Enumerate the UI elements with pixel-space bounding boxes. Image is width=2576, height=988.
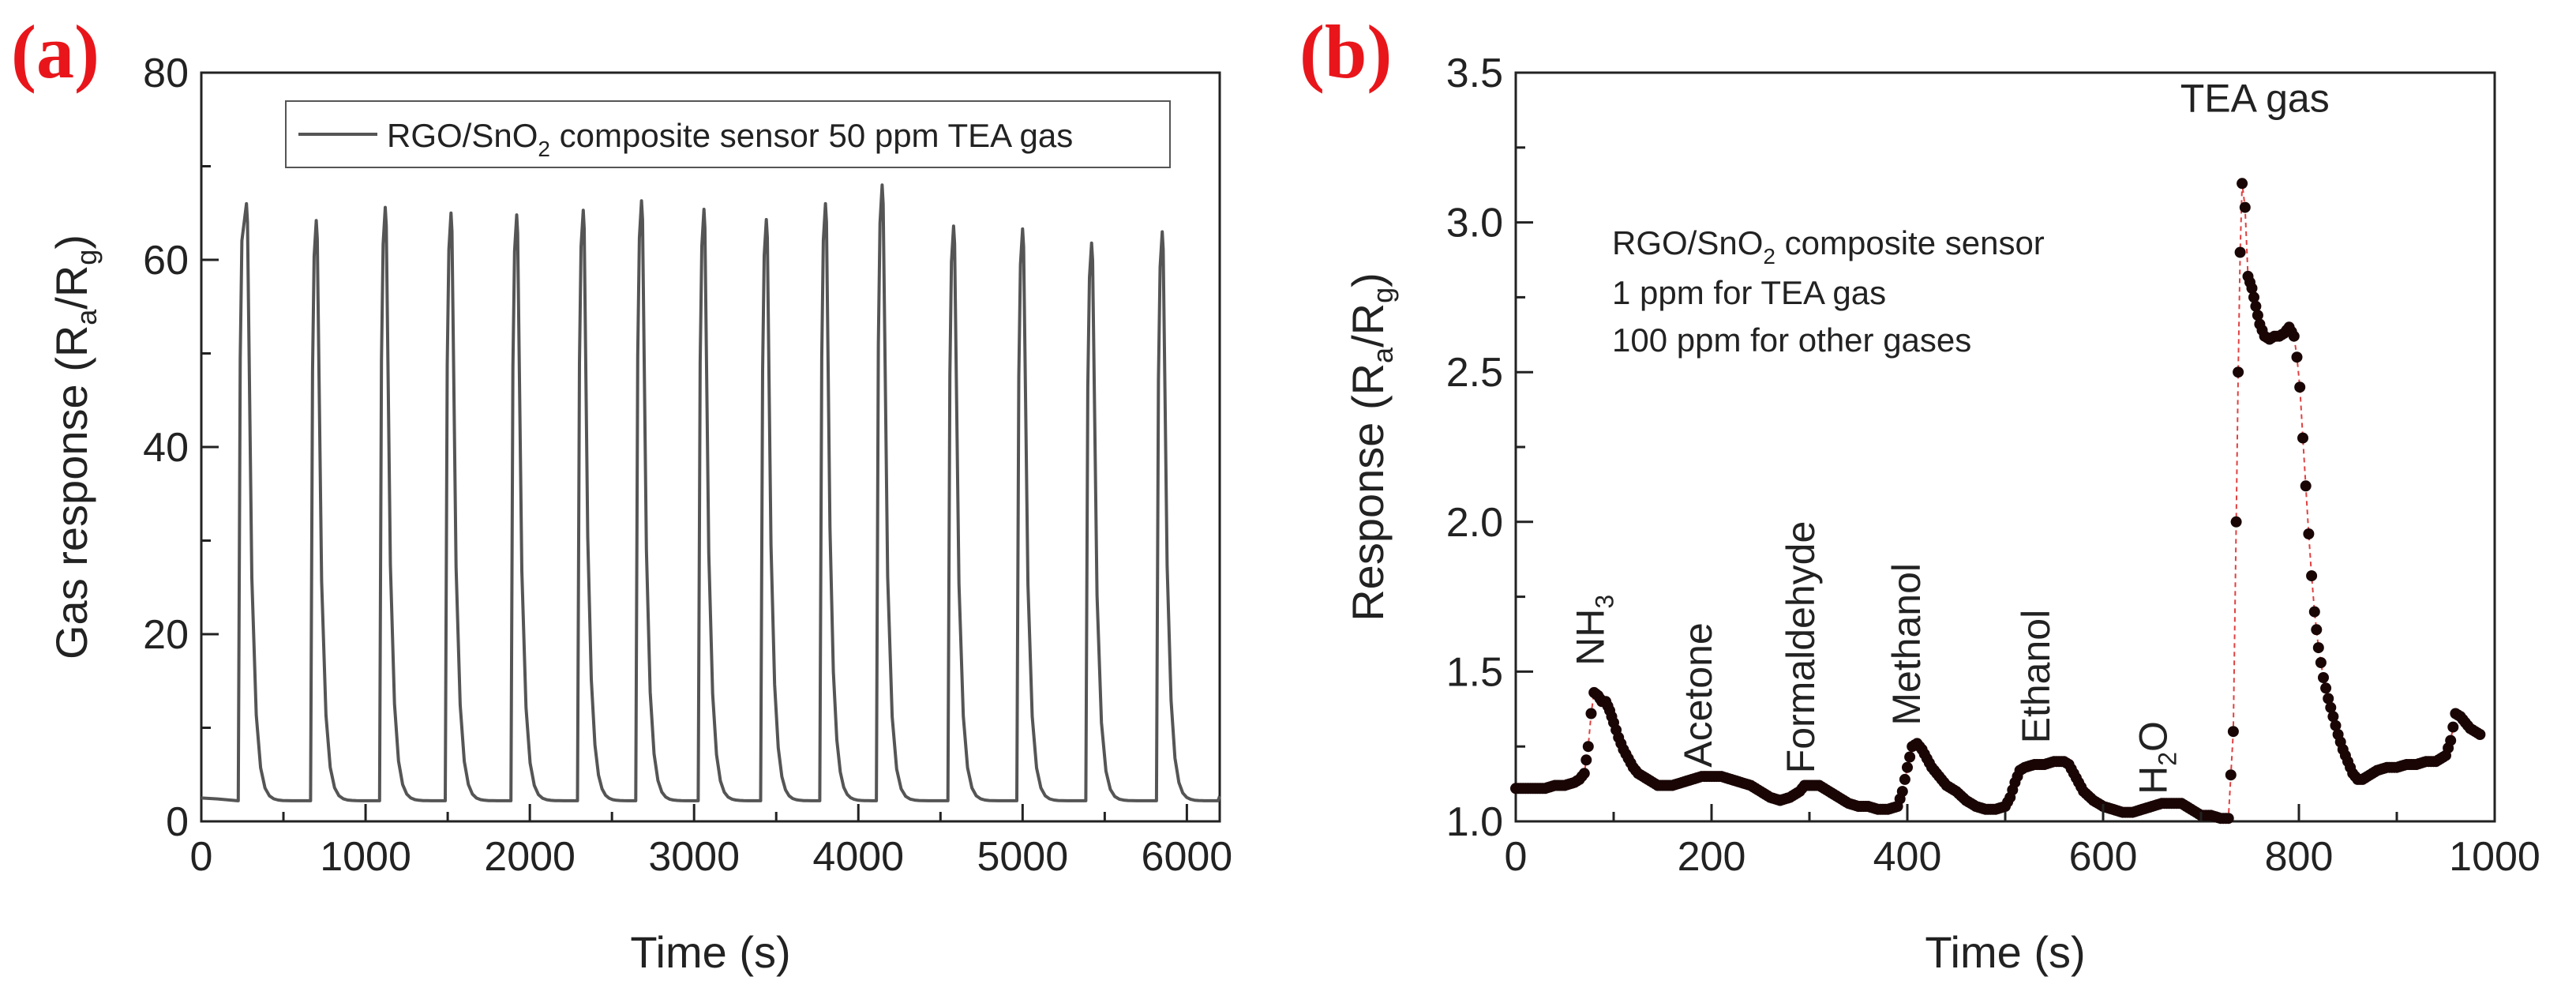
chart-b-x-axis-title: Time (s) [1925, 927, 2085, 977]
annotation-line-1: RGO/SnO2 composite sensor [1612, 224, 2045, 269]
chart-b-x-tick-label: 200 [1678, 834, 1746, 880]
chart-b-data-point [2248, 291, 2259, 303]
chart-b-data-point [2250, 300, 2262, 312]
chart-b-gas-label: TEA gas [2180, 76, 2330, 120]
chart-b-svg: 0 200 400 600 800 1000 1.0 1.5 2.0 2.5 3.0 3.5 NH3 A… [1343, 51, 2540, 977]
chart-b-data-point [2312, 642, 2324, 654]
chart-b-y-tick-label: 1.5 [1446, 649, 1503, 695]
chart-b-data-point [2320, 682, 2332, 694]
chart-b-gas-label: Methanol [1884, 563, 1929, 726]
chart-panel-a: 0 1000 2000 3000 4000 5000 6000 0 20 40 60 80 RGO/S… [11, 9, 1233, 978]
panel-label-a: (a) [11, 9, 99, 94]
chart-b-x-tick-label: 0 [1505, 834, 1528, 880]
chart-b-data-point [2222, 813, 2234, 825]
chart-b-data-point [2474, 729, 2486, 740]
chart-b-data-point [2325, 701, 2337, 713]
chart-b-data-point [2288, 330, 2300, 342]
chart-b-data-point [2303, 528, 2315, 539]
chart-a-y-tick-label: 20 [143, 612, 189, 658]
chart-a-x-tick-label: 1000 [320, 834, 411, 880]
chart-b-x-tick-label: 800 [2265, 834, 2334, 880]
chart-b-x-tick-label: 600 [2069, 834, 2138, 880]
chart-b-data-point [2447, 721, 2459, 733]
chart-b-x-tick-label: 400 [1873, 834, 1942, 880]
chart-a-x-tick-label: 0 [190, 834, 213, 880]
chart-b-y-tick-label: 2.0 [1446, 500, 1503, 546]
chart-a-x-tick-label: 3000 [648, 834, 740, 880]
chart-a-legend: RGO/SnO2 composite sensor 50 ppm TEA gas [285, 100, 1171, 168]
chart-b-data-point [2297, 432, 2308, 444]
chart-b-x-tick-label: 1000 [2449, 834, 2540, 880]
chart-a-x-tick-label: 6000 [1142, 834, 1233, 880]
chart-a-series-line [201, 183, 1221, 802]
chart-b-data-point [1902, 761, 1913, 773]
chart-b-data-point [2234, 246, 2246, 258]
chart-b-gas-label: H2O [2132, 721, 2182, 795]
chart-a-svg: 0 1000 2000 3000 4000 5000 6000 0 20 40 60 80 RGO/S… [47, 51, 1233, 977]
chart-b-gas-label: Ethanol [2014, 610, 2058, 744]
chart-b-y-tick-label: 3.5 [1446, 51, 1503, 96]
chart-a-y-tick-label: 40 [143, 425, 189, 471]
chart-b-y-tick-label: 1.0 [1446, 799, 1503, 845]
chart-b-data-point [2327, 711, 2339, 723]
chart-panel-b: 0 200 400 600 800 1000 1.0 1.5 2.0 2.5 3.0 3.5 NH3 A… [1295, 0, 2576, 988]
chart-b-gas-label: NH3 [1569, 595, 1619, 666]
chart-b-y-tick-label: 3.0 [1446, 201, 1503, 246]
chart-b-data-point [2311, 624, 2323, 636]
chart-b-data-point [1904, 751, 1916, 763]
chart-b-data-point [2225, 769, 2237, 781]
chart-b-data-point [1896, 786, 1908, 798]
chart-a-y-tick-label: 0 [166, 799, 189, 845]
chart-b-data-point [1585, 708, 1597, 719]
chart-b-data-point [1580, 754, 1592, 766]
chart-b-gas-label: Formaldehyde [1779, 521, 1823, 774]
chart-b-data-point [2246, 283, 2258, 294]
chart-a-x-tick-label: 4000 [812, 834, 904, 880]
chart-b-points-group [1510, 178, 2486, 825]
chart-a-y-axis-title: Gas response (Ra/Rg) [47, 235, 103, 659]
chart-b-data-point [2237, 178, 2248, 190]
chart-b-data-point [2300, 480, 2312, 492]
chart-b-data-point [2252, 310, 2263, 321]
chart-b-data-point [2315, 657, 2327, 668]
chart-a-x-axis-title: Time (s) [630, 927, 790, 977]
chart-b-data-point [2239, 201, 2251, 213]
chart-a-legend-label: RGO/SnO2 composite sensor 50 ppm TEA gas [387, 117, 1073, 161]
chart-b-gas-label: Acetone [1676, 622, 1720, 767]
chart-b-data-point [1582, 741, 1594, 753]
annotation-line-3: 100 ppm for other gases [1612, 321, 1971, 359]
chart-b-y-tick-label: 2.5 [1446, 350, 1503, 396]
chart-a-plot-frame [200, 71, 1221, 823]
chart-b-data-point [2227, 726, 2239, 738]
chart-b-y-axis-title: Response (Ra/Rg) [1343, 272, 1399, 622]
chart-b-data-point [2323, 693, 2334, 704]
chart-a-x-tick-label: 2000 [484, 834, 576, 880]
chart-b-data-point [2445, 734, 2457, 746]
panel-label-b: (b) [1299, 9, 1393, 94]
chart-b-data-point [2233, 366, 2244, 378]
chart-b-data-point [2294, 381, 2306, 393]
chart-b-data-point [2306, 570, 2318, 582]
chart-b-annotation: RGO/SnO2 composite sensor 1 ppm for TEA … [1612, 224, 2045, 359]
chart-b-data-point [2318, 672, 2329, 683]
annotation-line-2: 1 ppm for TEA gas [1612, 274, 1886, 311]
chart-b-data-point [2291, 351, 2303, 363]
chart-b-data-point [2308, 606, 2320, 618]
chart-b-plot-frame [1514, 71, 2496, 823]
chart-b-data-point [2330, 719, 2342, 731]
chart-b-data-point [1899, 773, 1910, 785]
chart-a-y-tick-label: 80 [143, 51, 189, 96]
chart-a-x-tick-label: 5000 [977, 834, 1068, 880]
chart-b-data-point [2230, 516, 2242, 528]
chart-a-y-tick-label: 60 [143, 238, 189, 284]
chart-b-data-point [1578, 768, 1590, 780]
